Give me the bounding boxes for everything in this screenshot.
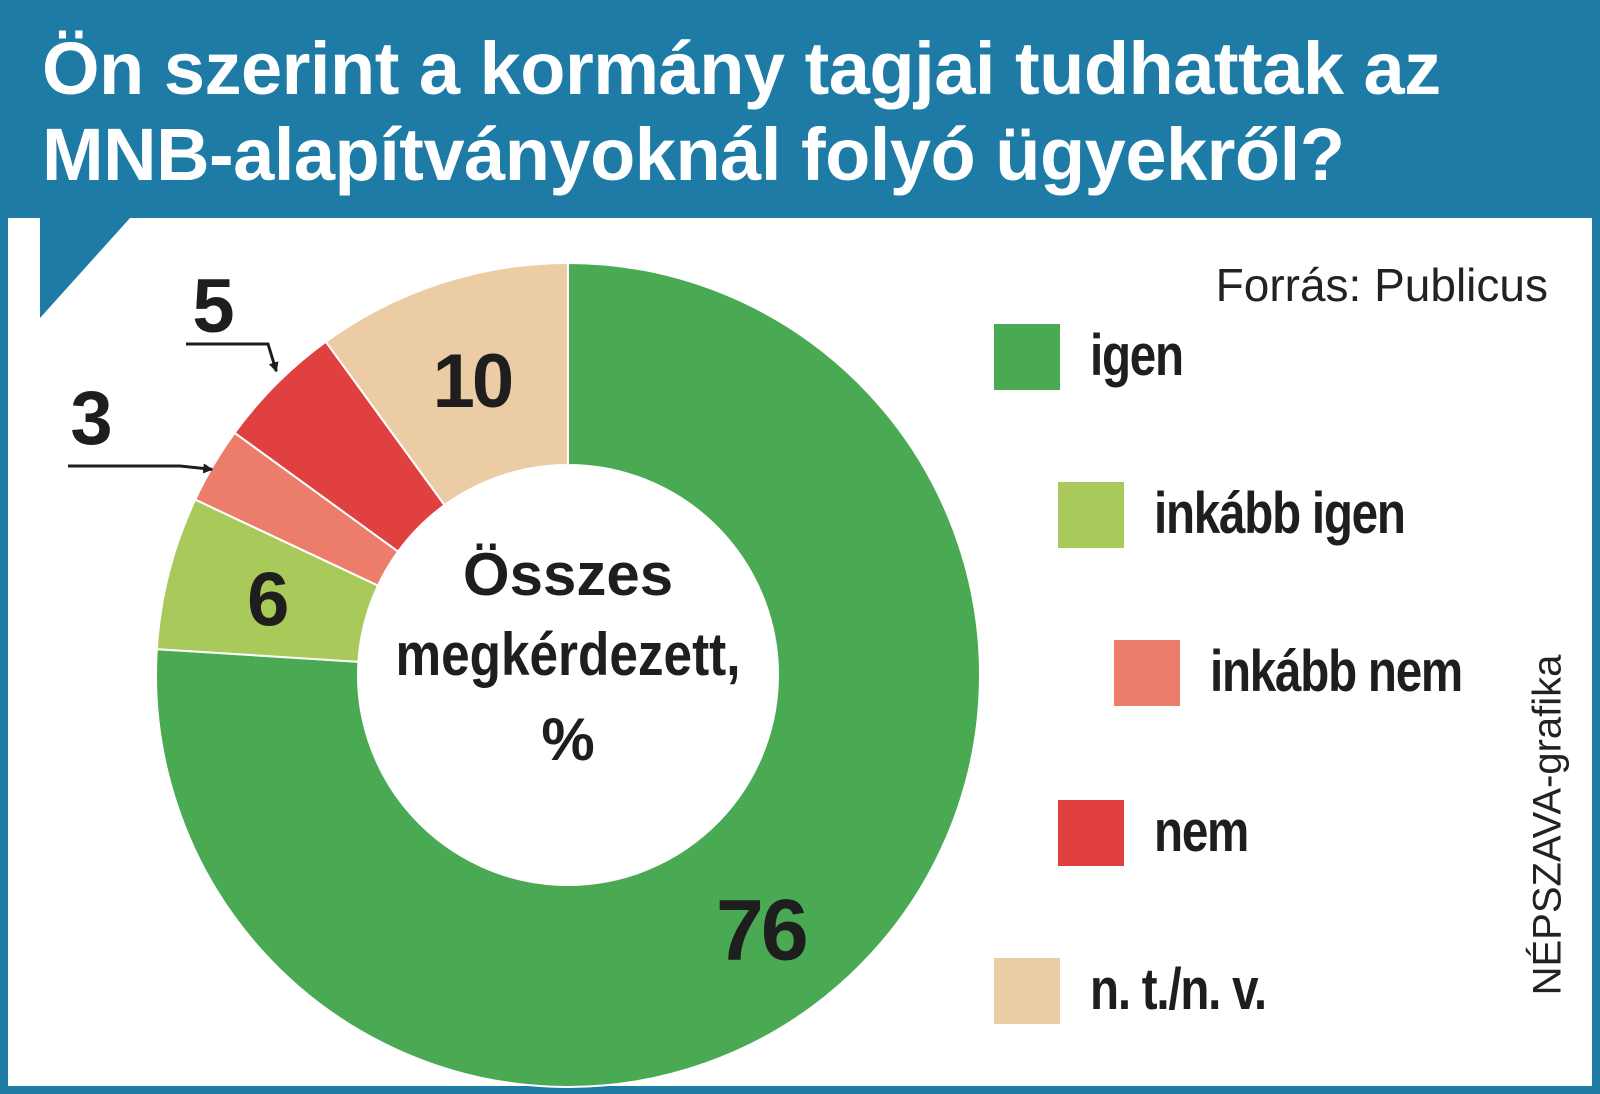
center-label-line-2: megkérdezett, bbox=[396, 621, 741, 688]
data-label-nem: 5 bbox=[192, 264, 233, 349]
data-label-inkabb-nem: 3 bbox=[70, 376, 110, 461]
center-label-line-3: % bbox=[541, 706, 594, 773]
legend-label-igen: igen bbox=[1090, 323, 1184, 388]
legend-swatch-inkabb-igen bbox=[1058, 482, 1124, 548]
data-label-inkabb-igen: 6 bbox=[247, 558, 287, 643]
chart-data-labels: 76 6 35 10 bbox=[70, 264, 809, 979]
center-label-line-1: Összes bbox=[463, 541, 673, 608]
slice-igen bbox=[155, 261, 981, 1088]
chart-slices bbox=[155, 261, 981, 1088]
data-label-n-t-n-v: 10 bbox=[433, 339, 512, 424]
legend-swatch-inkabb-nem bbox=[1114, 640, 1180, 706]
chart-title: Ön szerint a kormány tagjai tudhattak az… bbox=[42, 27, 1441, 196]
legend-swatch-igen bbox=[994, 324, 1060, 390]
callout-arrow-inkabb-nem bbox=[68, 463, 214, 474]
legend-swatch-nt-nv bbox=[994, 958, 1060, 1024]
legend-label-inkabb-nem: inkább nem bbox=[1210, 639, 1463, 704]
chart-credit: NÉPSZAVA-grafika bbox=[1525, 654, 1570, 996]
callout-arrow-nem bbox=[186, 342, 279, 373]
title-bar-notch bbox=[40, 218, 130, 318]
slice-n-t-n-v bbox=[324, 261, 569, 507]
chart-callouts bbox=[68, 342, 279, 474]
legend-label-nem: nem bbox=[1154, 799, 1249, 864]
legend-label-inkabb-igen: inkább igen bbox=[1154, 481, 1406, 546]
legend-label-nt-nv: n. t./n. v. bbox=[1090, 957, 1267, 1022]
data-label-igen: 76 bbox=[716, 883, 806, 979]
legend-swatch-nem bbox=[1058, 800, 1124, 866]
title-bar bbox=[0, 0, 1600, 218]
chart-source: Forrás: Publicus bbox=[1215, 259, 1548, 311]
